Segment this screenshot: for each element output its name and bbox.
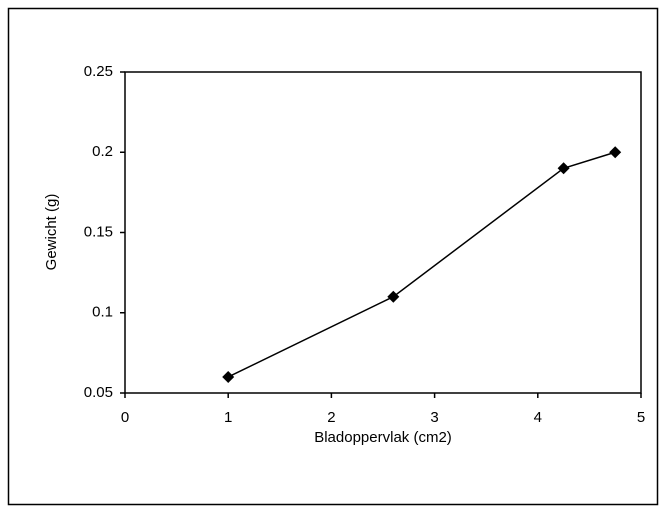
outer-frame <box>7 7 659 506</box>
x-axis-label: Bladoppervlak (cm2) <box>314 429 452 446</box>
y-tick-label: 0.1 <box>92 304 113 321</box>
marker <box>557 162 570 175</box>
x-tick-label: 4 <box>534 409 542 426</box>
x-tick-label: 0 <box>121 409 129 426</box>
marker <box>387 290 400 303</box>
line <box>227 151 616 378</box>
x-tick-label: 5 <box>637 409 645 426</box>
y-tick-label: 0.25 <box>84 63 113 80</box>
marker <box>222 370 235 383</box>
y-axis-label: Gewicht (g) <box>43 194 60 271</box>
x-tick-label: 3 <box>430 409 438 426</box>
y-tick-label: 0.15 <box>84 223 113 240</box>
marker <box>609 146 622 159</box>
y-tick-label: 0.2 <box>92 143 113 160</box>
plot-frame <box>124 71 642 394</box>
x-tick-label: 2 <box>327 409 335 426</box>
x-tick-label: 1 <box>224 409 232 426</box>
y-tick-label: 0.05 <box>84 384 113 401</box>
